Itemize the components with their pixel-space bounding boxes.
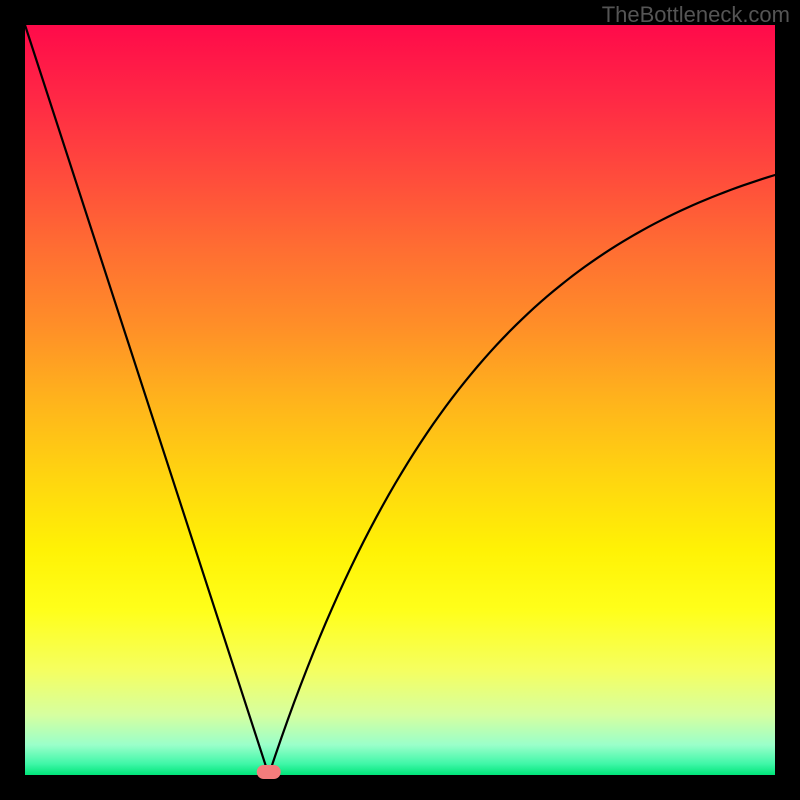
chart-frame: TheBottleneck.com (0, 0, 800, 800)
bottleneck-chart (0, 0, 800, 800)
watermark-text: TheBottleneck.com (602, 2, 790, 28)
optimal-point-marker (257, 765, 281, 779)
chart-plot-area (25, 25, 775, 775)
